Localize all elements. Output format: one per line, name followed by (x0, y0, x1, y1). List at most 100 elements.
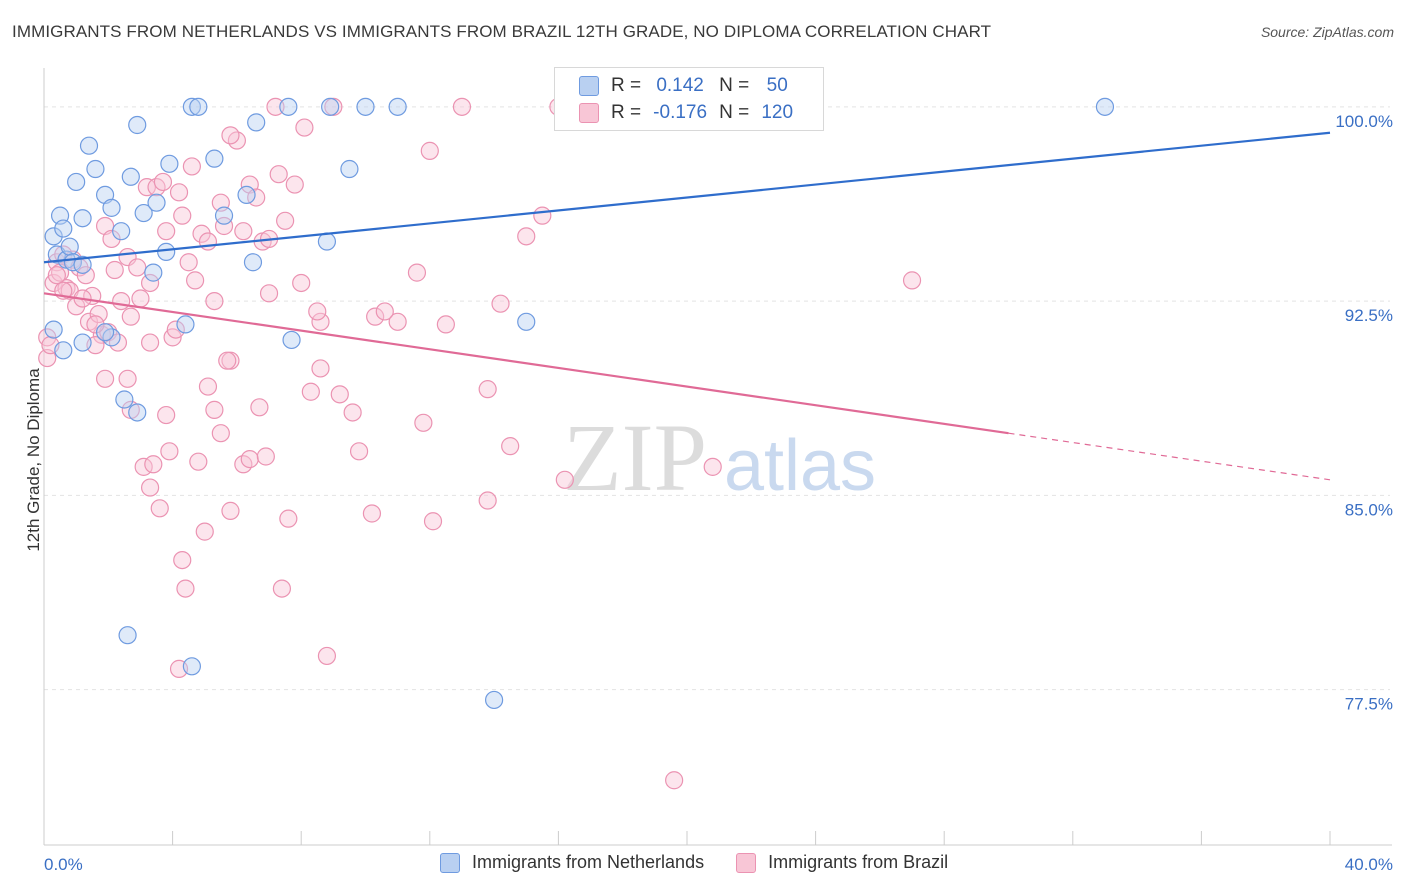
brazil-point (414, 413, 433, 432)
n-label: N = (719, 75, 750, 96)
brazil-point (137, 178, 156, 197)
watermark-zip: ZIP (563, 404, 707, 511)
legend-item-brazil[interactable]: Immigrants from Brazil (736, 852, 948, 873)
netherlands-point (317, 232, 337, 251)
brazil-point (157, 405, 176, 425)
brazil-point (533, 206, 552, 225)
netherlands-legend-swatch (440, 852, 460, 873)
y-tick-label: 92.5% (1345, 306, 1393, 325)
netherlands-point (73, 333, 92, 352)
brazil-point (436, 315, 455, 334)
n-label: N = (719, 102, 750, 123)
netherlands-swatch (579, 76, 599, 96)
series-legend: Immigrants from Netherlands Immigrants f… (440, 852, 980, 873)
brazil-point (198, 232, 218, 251)
netherlands-point (86, 159, 105, 179)
brazil-point (902, 271, 922, 290)
tick-labels: 77.5% 85.0% 92.5% 100.0% 0.0% 40.0% (44, 112, 1393, 874)
netherlands-point (1095, 97, 1115, 116)
brazil-point (189, 452, 208, 471)
brazil-point (266, 97, 285, 116)
netherlands-point (247, 113, 266, 132)
netherlands-point (128, 403, 147, 422)
brazil-point (169, 183, 189, 202)
brazil-point (140, 333, 160, 352)
netherlands-trend-line (43, 131, 1331, 264)
brazil-legend-label: Immigrants from Brazil (768, 852, 949, 872)
brazil-point (517, 227, 536, 246)
brazil-point (501, 437, 520, 456)
netherlands-point (388, 97, 407, 116)
netherlands-point (144, 263, 163, 282)
netherlands-point (44, 320, 63, 339)
netherlands-point (102, 198, 121, 217)
netherlands-point (157, 242, 176, 261)
netherlands-point (54, 341, 73, 360)
brazil-point (150, 499, 169, 518)
brazil-point (295, 118, 314, 137)
brazil-point (388, 312, 407, 331)
brazil-point (176, 579, 195, 598)
brazil-point (166, 320, 185, 339)
netherlands-r-value: 0.142 (656, 75, 704, 96)
brazil-point (179, 253, 198, 272)
series-netherlands-points (44, 97, 1115, 710)
netherlands-n-value: 50 (766, 75, 788, 96)
brazil-point (285, 175, 304, 194)
correlation-legend: R = 0.142 N = 50 R = -0.176 N = 120 (554, 67, 824, 131)
brazil-point (301, 382, 320, 401)
brazil-r-value: -0.176 (653, 102, 708, 123)
netherlands-point (340, 159, 359, 179)
brazil-point (292, 273, 311, 293)
brazil-point (703, 457, 722, 476)
legend-item-netherlands[interactable]: Immigrants from Netherlands (440, 852, 704, 873)
netherlands-point (134, 203, 153, 223)
brazil-point (259, 284, 279, 303)
netherlands-point (214, 206, 234, 225)
netherlands-point (189, 97, 208, 116)
x-tick-label-min: 0.0% (44, 855, 83, 874)
brazil-point (279, 509, 298, 528)
netherlands-point (176, 315, 195, 334)
netherlands-point (356, 97, 375, 116)
netherlands-point (485, 690, 504, 710)
netherlands-point (60, 237, 79, 256)
brazil-point (121, 307, 140, 326)
netherlands-point (182, 657, 201, 676)
netherlands-point (44, 227, 63, 246)
brazil-point (118, 369, 137, 388)
brazil-point (311, 359, 330, 378)
brazil-point (330, 385, 349, 404)
legend-row-netherlands: R = 0.142 N = 50 (579, 74, 805, 98)
brazil-point (211, 424, 230, 443)
netherlands-point (205, 149, 224, 168)
brazil-point (478, 380, 497, 399)
brazil-point (102, 229, 121, 249)
brazil-point (153, 172, 173, 192)
netherlands-legend-label: Immigrants from Netherlands (472, 852, 705, 872)
brazil-point (214, 216, 234, 236)
brazil-point (311, 312, 330, 331)
netherlands-point (67, 172, 86, 192)
netherlands-point (79, 136, 99, 155)
netherlands-point (279, 97, 298, 116)
brazil-point (665, 771, 684, 790)
brazil-point (112, 292, 131, 311)
brazil-point (221, 501, 240, 520)
r-label: R = (611, 102, 642, 123)
brazil-point (157, 222, 176, 241)
brazil-point (272, 579, 292, 598)
netherlands-point (282, 330, 301, 350)
brazil-point (195, 522, 214, 541)
brazil-point (308, 302, 327, 321)
brazil-point (144, 455, 163, 474)
brazil-point (491, 294, 510, 313)
grid-lines (44, 106, 1390, 691)
brazil-point (47, 266, 66, 285)
brazil-point (173, 206, 192, 225)
netherlands-point (243, 253, 263, 272)
brazil-point (218, 351, 237, 370)
trend-lines (43, 131, 1331, 481)
brazil-point (182, 157, 201, 176)
